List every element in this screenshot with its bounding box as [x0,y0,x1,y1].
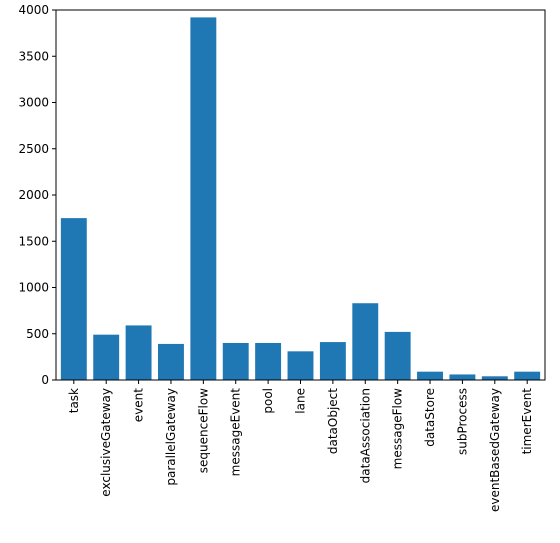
y-axis: 0 500 1000 1500 2000 2500 3000 3500 4000 [18,3,56,387]
y-tick-label: 3000 [18,96,49,110]
plot-frame [55,9,546,381]
y-tick-label: 0 [41,373,49,387]
y-tick-label: 1000 [18,281,49,295]
x-tick-label: messageFlow [391,388,405,470]
x-tick-label: pool [261,388,275,414]
x-axis: task exclusiveGateway event parallelGateway… [67,380,534,512]
x-tick-label: exclusiveGateway [99,388,113,497]
x-tick-label: eventBasedGateway [488,388,502,512]
bars-group [60,17,541,381]
bar-dataAssociation [352,303,379,380]
bar-lane [287,351,314,380]
bar-subProcess [449,374,476,380]
x-tick-label: timerEvent [520,388,534,455]
bar-dataObject [319,342,346,380]
y-tick-label: 1500 [18,234,49,248]
x-tick-label: event [132,388,146,422]
x-tick-label: dataAssociation [358,388,372,483]
x-tick-label: parallelGateway [164,388,178,486]
y-tick-label: 500 [26,327,49,341]
bar-exclusiveGateway [93,334,120,380]
y-tick-label: 2500 [18,142,49,156]
bar-eventBasedGateway [481,376,508,380]
bar-dataStore [417,371,443,380]
x-tick-label: dataObject [326,388,340,454]
x-tick-label: dataStore [423,388,437,447]
x-tick-label: task [67,388,81,413]
bar-timerEvent [514,371,541,380]
y-tick-label: 4000 [18,3,49,17]
bar-pool [255,343,282,380]
bar-messageFlow [384,331,411,380]
bar-task [60,218,87,380]
bar-parallelGateway [158,343,184,380]
x-tick-label: subProcess [455,388,469,455]
bar-messageEvent [222,343,249,380]
x-tick-label: messageEvent [229,388,243,477]
bar-event [125,325,152,380]
y-tick-label: 2000 [18,188,49,202]
y-tick-label: 3500 [18,49,49,63]
bar-sequenceFlow [190,17,217,381]
x-tick-label: lane [294,388,308,414]
x-tick-label: sequenceFlow [196,388,210,473]
